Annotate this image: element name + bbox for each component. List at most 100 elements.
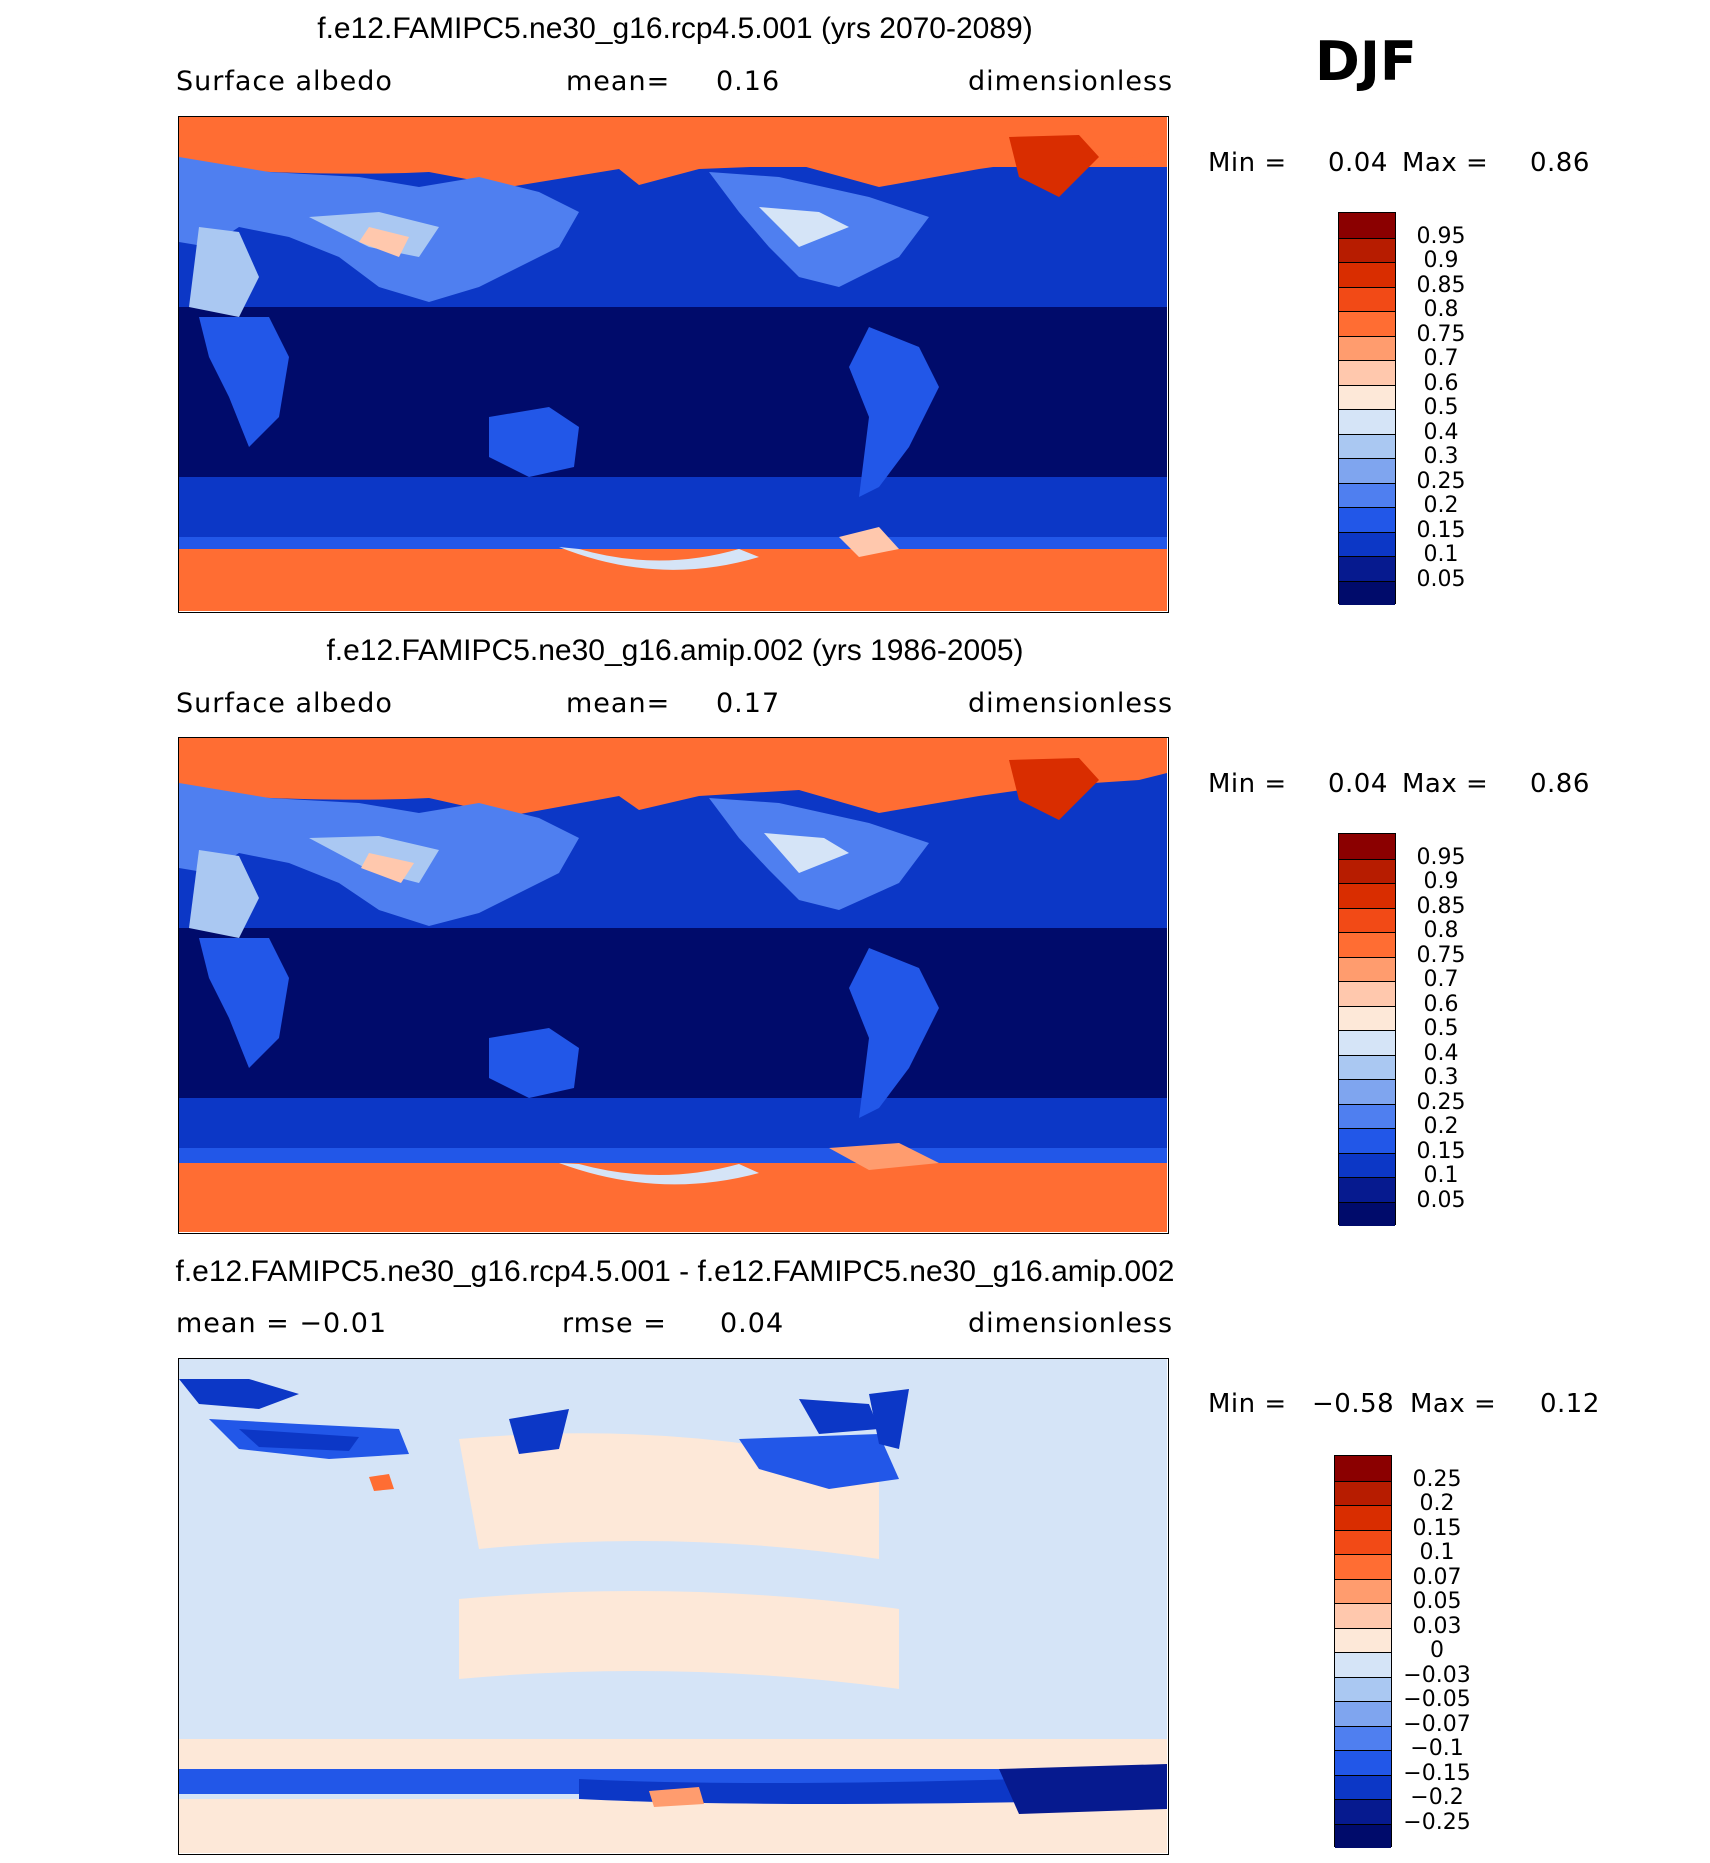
colorbar-swatch bbox=[1339, 981, 1395, 1006]
panel-amip-mean-label: mean= bbox=[566, 688, 671, 719]
colorbar-swatch bbox=[1335, 1652, 1391, 1677]
colorbar-swatch bbox=[1339, 507, 1395, 532]
colorbar-swatch bbox=[1339, 1177, 1395, 1202]
panel-diff-rmse-label: rmse = bbox=[562, 1308, 667, 1339]
colorbar-tick-label: 0.8 bbox=[1423, 297, 1459, 322]
colorbar-swatches bbox=[1338, 833, 1396, 1226]
colorbar-swatch bbox=[1339, 1103, 1395, 1128]
panel-diff-min-value: −0.58 bbox=[1312, 1389, 1395, 1419]
colorbar-tick-label: 0.25 bbox=[1416, 1089, 1466, 1115]
colorbar-tick-label: 0.75 bbox=[1416, 942, 1466, 968]
season-label: DJF bbox=[1315, 30, 1417, 93]
panel-rcp-min-label: Min = bbox=[1208, 148, 1287, 178]
colorbar-swatch bbox=[1339, 286, 1395, 311]
colorbar-tick-label: 0.05 bbox=[1416, 1187, 1466, 1213]
colorbar-swatch bbox=[1335, 1554, 1391, 1579]
colorbar-tick-label: 0.07 bbox=[1412, 1564, 1462, 1590]
colorbar-swatch bbox=[1335, 1799, 1391, 1824]
colorbar-tick-label: 0.15 bbox=[1416, 517, 1466, 543]
colorbar-swatch bbox=[1335, 1823, 1391, 1848]
colorbar-swatch bbox=[1335, 1578, 1391, 1603]
colorbar-swatch bbox=[1335, 1480, 1391, 1505]
panel-rcp-mean-label: mean= bbox=[566, 66, 671, 97]
colorbar-tick-label: −0.03 bbox=[1403, 1662, 1471, 1688]
panel-amip-units: dimensionless bbox=[968, 688, 1174, 719]
colorbar-swatch bbox=[1335, 1456, 1391, 1481]
colorbar-swatch bbox=[1335, 1505, 1391, 1530]
colorbar-swatch bbox=[1339, 335, 1395, 360]
panel-rcp-max-label: Max = bbox=[1402, 148, 1489, 178]
colorbar-tick-label: 0.25 bbox=[1416, 468, 1466, 494]
colorbar-tick-label: 0.85 bbox=[1416, 272, 1466, 298]
panel-amip-mean-value: 0.17 bbox=[716, 688, 781, 719]
colorbar-swatches bbox=[1338, 212, 1396, 605]
colorbar-tick-label: 0 bbox=[1430, 1638, 1444, 1663]
colorbar-swatch bbox=[1339, 433, 1395, 458]
colorbar-tick-label: −0.07 bbox=[1403, 1711, 1471, 1737]
colorbar-tick-label: 0.3 bbox=[1423, 1065, 1459, 1090]
colorbar-swatch bbox=[1339, 311, 1395, 336]
colorbar-tick-label: 0.2 bbox=[1423, 1114, 1459, 1139]
colorbar-tick-label: 0.95 bbox=[1416, 223, 1466, 249]
colorbar-tick-label: 0.1 bbox=[1419, 1540, 1455, 1565]
panel-amip-title: f.e12.FAMIPC5.ne30_g16.amip.002 (yrs 198… bbox=[326, 634, 1024, 667]
colorbar-swatch bbox=[1339, 531, 1395, 556]
colorbar-swatch bbox=[1339, 1079, 1395, 1104]
colorbar-tick-label: 0.2 bbox=[1423, 493, 1459, 518]
colorbar-tick-label: 0.1 bbox=[1423, 542, 1459, 567]
colorbar-swatch bbox=[1339, 580, 1395, 605]
colorbar-swatch bbox=[1339, 1128, 1395, 1153]
panel-amip-map bbox=[178, 737, 1169, 1234]
colorbar-tick-label: 0.95 bbox=[1416, 844, 1466, 870]
colorbar-swatch bbox=[1339, 932, 1395, 957]
colorbar-tick-label: 0.4 bbox=[1423, 419, 1459, 445]
colorbar-tick-label: 0.4 bbox=[1423, 1040, 1459, 1066]
colorbar-swatch bbox=[1339, 213, 1395, 238]
colorbar-tick-label: 0.1 bbox=[1423, 1163, 1459, 1188]
colorbar-swatch bbox=[1339, 1152, 1395, 1177]
panel-amip-variable: Surface albedo bbox=[176, 688, 393, 719]
colorbar-swatch bbox=[1339, 834, 1395, 859]
colorbar-tick-label: −0.05 bbox=[1403, 1687, 1471, 1712]
colorbar-swatch bbox=[1335, 1676, 1391, 1701]
panel-diff-title: f.e12.FAMIPC5.ne30_g16.rcp4.5.001 - f.e1… bbox=[175, 1255, 1175, 1288]
colorbar-tick-label: 0.05 bbox=[1412, 1589, 1462, 1614]
colorbar-tick-label: 0.7 bbox=[1423, 346, 1459, 371]
panel-rcp-max-value: 0.86 bbox=[1530, 148, 1590, 178]
colorbar-tick-label: 0.9 bbox=[1423, 248, 1459, 273]
colorbar-swatch bbox=[1339, 1054, 1395, 1079]
colorbar-tick-label: 0.8 bbox=[1423, 918, 1459, 943]
colorbar-tick-label: 0.5 bbox=[1423, 1016, 1459, 1041]
panel-diff-map bbox=[178, 1358, 1169, 1855]
colorbar-swatch bbox=[1339, 482, 1395, 507]
colorbar-swatch bbox=[1339, 956, 1395, 981]
panel-rcp-title: f.e12.FAMIPC5.ne30_g16.rcp4.5.001 (yrs 2… bbox=[317, 12, 1033, 45]
colorbar-swatch bbox=[1339, 360, 1395, 385]
colorbar-swatch bbox=[1339, 883, 1395, 908]
panel-diff-rmse-value: 0.04 bbox=[720, 1308, 785, 1339]
colorbar-swatch bbox=[1335, 1774, 1391, 1799]
colorbar-swatch bbox=[1335, 1750, 1391, 1775]
colorbar-tick-label: 0.75 bbox=[1416, 321, 1466, 347]
colorbar-tick-label: −0.15 bbox=[1403, 1760, 1471, 1786]
colorbar-swatch bbox=[1339, 237, 1395, 262]
colorbar-tick-label: −0.25 bbox=[1403, 1809, 1471, 1835]
colorbar-swatch bbox=[1339, 384, 1395, 409]
panel-diff-max-value: 0.12 bbox=[1540, 1389, 1600, 1419]
colorbar-swatch bbox=[1335, 1529, 1391, 1554]
colorbar-swatch bbox=[1335, 1603, 1391, 1628]
colorbar-tick-label: 0.6 bbox=[1423, 370, 1459, 396]
panel-amip-min-label: Min = bbox=[1208, 769, 1287, 799]
colorbar-tick-label: 0.9 bbox=[1423, 869, 1459, 894]
colorbar-swatch bbox=[1335, 1725, 1391, 1750]
colorbar-tick-label: 0.05 bbox=[1416, 566, 1466, 592]
colorbar-swatch bbox=[1335, 1627, 1391, 1652]
panel-rcp-units: dimensionless bbox=[968, 66, 1174, 97]
colorbar-tick-label: −0.1 bbox=[1410, 1736, 1464, 1761]
colorbar-tick-label: 0.15 bbox=[1412, 1515, 1462, 1541]
colorbar-swatch bbox=[1339, 1030, 1395, 1055]
colorbar-swatch bbox=[1339, 907, 1395, 932]
panel-diff-max-label: Max = bbox=[1410, 1389, 1497, 1419]
colorbar-tick-label: 0.03 bbox=[1412, 1613, 1462, 1639]
panel-amip-min-value: 0.04 bbox=[1328, 769, 1388, 799]
